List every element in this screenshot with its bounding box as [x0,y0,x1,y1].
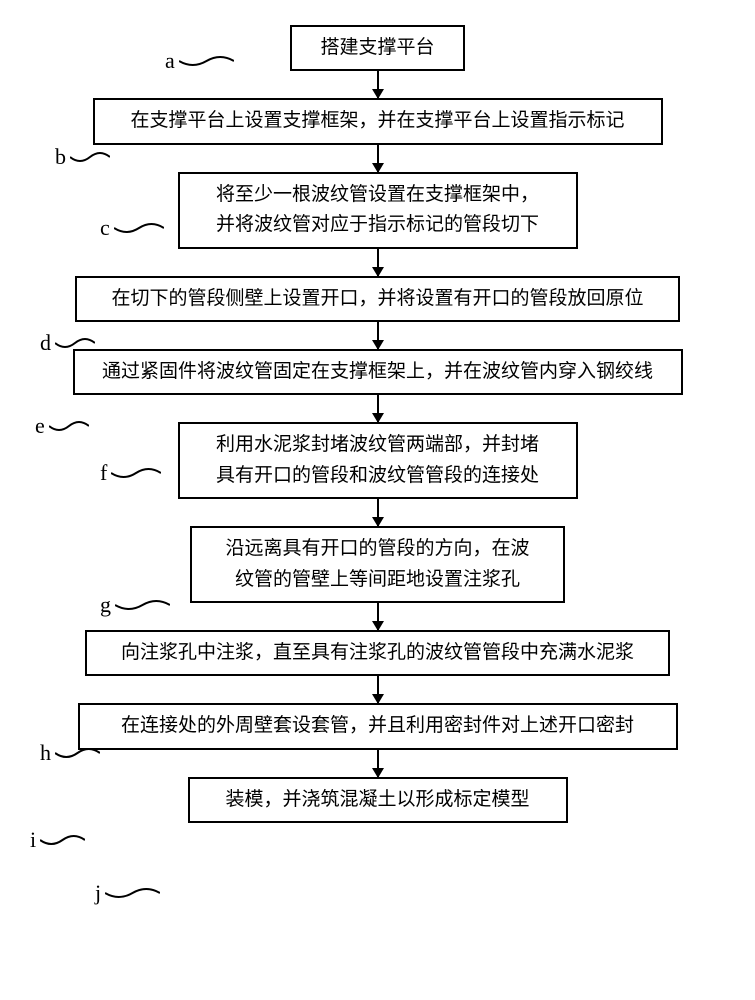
label-b: b [55,144,110,170]
label-d: d [40,330,95,356]
box-text-line: 沿远离具有开口的管段的方向，在波 [206,534,549,564]
squiggle-connector-icon [70,149,110,165]
squiggle-connector-icon [105,885,160,901]
label-a: a [165,48,234,74]
squiggle-connector-icon [55,745,100,761]
arrow-down-icon [377,395,379,422]
arrow-down-icon [377,145,379,172]
box-text-line: 装模，并浇筑混凝土以形成标定模型 [204,785,552,815]
label-letter: d [40,330,51,356]
label-letter: h [40,740,51,766]
arrow-down-icon [377,603,379,630]
step-h: 向注浆孔中注浆，直至具有注浆孔的波纹管管段中充满水泥浆 [0,630,755,703]
box-text-line: 在切下的管段侧壁上设置开口，并将设置有开口的管段放回原位 [91,284,664,314]
box-c: 将至少一根波纹管设置在支撑框架中，并将波纹管对应于指示标记的管段切下 [178,172,578,249]
label-h: h [40,740,100,766]
box-text-line: 将至少一根波纹管设置在支撑框架中， [194,180,562,210]
box-b: 在支撑平台上设置支撑框架，并在支撑平台上设置指示标记 [93,98,663,144]
step-b: 在支撑平台上设置支撑框架，并在支撑平台上设置指示标记 [0,98,755,171]
flowchart-container: 搭建支撑平台在支撑平台上设置支撑框架，并在支撑平台上设置指示标记将至少一根波纹管… [0,0,755,823]
box-text-line: 搭建支撑平台 [306,33,449,63]
box-text-line: 向注浆孔中注浆，直至具有注浆孔的波纹管管段中充满水泥浆 [101,638,654,668]
label-letter: a [165,48,175,74]
box-g: 沿远离具有开口的管段的方向，在波纹管的管壁上等间距地设置注浆孔 [190,526,565,603]
box-j: 装模，并浇筑混凝土以形成标定模型 [188,777,568,823]
box-text-line: 在连接处的外周壁套设套管，并且利用密封件对上述开口密封 [94,711,662,741]
squiggle-connector-icon [114,220,164,236]
label-letter: g [100,592,111,618]
label-i: i [30,827,85,853]
arrow-down-icon [377,750,379,777]
box-a: 搭建支撑平台 [290,25,465,71]
arrow-down-icon [377,676,379,703]
label-letter: e [35,413,45,439]
squiggle-connector-icon [179,53,234,69]
box-text-line: 在支撑平台上设置支撑框架，并在支撑平台上设置指示标记 [109,106,647,136]
label-c: c [100,215,164,241]
label-letter: b [55,144,66,170]
squiggle-connector-icon [111,465,161,481]
squiggle-connector-icon [49,418,89,434]
arrow-down-icon [377,322,379,349]
box-text-line: 具有开口的管段和波纹管管段的连接处 [194,461,562,491]
label-e: e [35,413,89,439]
box-i: 在连接处的外周壁套设套管，并且利用密封件对上述开口密封 [78,703,678,749]
step-i: 在连接处的外周壁套设套管，并且利用密封件对上述开口密封 [0,703,755,776]
label-g: g [100,592,170,618]
squiggle-connector-icon [115,597,170,613]
box-e: 通过紧固件将波纹管固定在支撑框架上，并在波纹管内穿入钢绞线 [73,349,683,395]
box-text-line: 并将波纹管对应于指示标记的管段切下 [194,210,562,240]
box-d: 在切下的管段侧壁上设置开口，并将设置有开口的管段放回原位 [75,276,680,322]
label-f: f [100,460,161,486]
step-a: 搭建支撑平台 [0,25,755,98]
box-text-line: 通过紧固件将波纹管固定在支撑框架上，并在波纹管内穿入钢绞线 [89,357,667,387]
box-f: 利用水泥浆封堵波纹管两端部，并封堵具有开口的管段和波纹管管段的连接处 [178,422,578,499]
arrow-down-icon [377,71,379,98]
box-text-line: 纹管的管壁上等间距地设置注浆孔 [206,565,549,595]
squiggle-connector-icon [40,832,85,848]
arrow-down-icon [377,499,379,526]
label-letter: c [100,215,110,241]
step-j: 装模，并浇筑混凝土以形成标定模型 [0,777,755,823]
step-e: 通过紧固件将波纹管固定在支撑框架上，并在波纹管内穿入钢绞线 [0,349,755,422]
squiggle-connector-icon [55,335,95,351]
box-h: 向注浆孔中注浆，直至具有注浆孔的波纹管管段中充满水泥浆 [85,630,670,676]
label-letter: i [30,827,36,853]
arrow-down-icon [377,249,379,276]
label-j: j [95,880,160,906]
box-text-line: 利用水泥浆封堵波纹管两端部，并封堵 [194,430,562,460]
label-letter: f [100,460,107,486]
step-d: 在切下的管段侧壁上设置开口，并将设置有开口的管段放回原位 [0,276,755,349]
label-letter: j [95,880,101,906]
